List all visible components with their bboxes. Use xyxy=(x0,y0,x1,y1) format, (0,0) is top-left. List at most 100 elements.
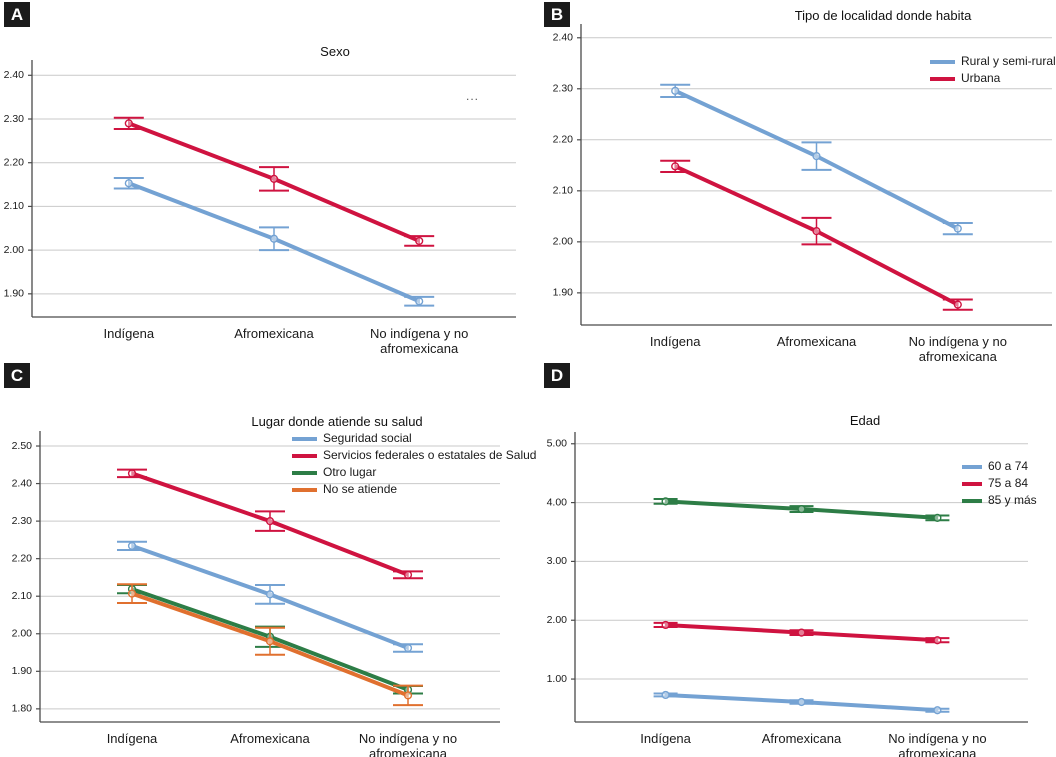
panel-c-badge: C xyxy=(4,363,30,388)
y-tick-label: 2.20 xyxy=(4,156,25,168)
series xyxy=(113,116,435,247)
data-point-marker xyxy=(127,589,137,598)
x-category-label: Indígena xyxy=(640,731,691,746)
legend-item: Rural y semi-rural xyxy=(930,54,1056,68)
data-point-marker xyxy=(671,86,680,95)
data-point-marker xyxy=(265,590,275,599)
series-60-a-74 xyxy=(653,690,950,715)
legend-label: No se atiende xyxy=(323,482,397,496)
data-point-marker xyxy=(415,297,424,306)
data-point-marker xyxy=(953,224,962,233)
series-line xyxy=(131,471,409,577)
data-point-marker xyxy=(933,513,942,522)
legend-label: 75 a 84 xyxy=(988,476,1028,490)
data-point-marker xyxy=(403,643,413,653)
panel-c-chart: 2.50 2.40 2.30 2.20 2.10 2.00 1.90 1.80 Indígena… xyxy=(12,431,536,757)
data-point-marker xyxy=(269,174,279,183)
data-point-marker xyxy=(124,119,133,128)
y-tick-label: 2.30 xyxy=(4,113,25,125)
y-tick-label: 4.00 xyxy=(547,496,568,508)
legend-item: 85 y más xyxy=(962,493,1037,507)
y-tick-label: 2.00 xyxy=(553,236,574,248)
data-point-marker xyxy=(933,636,942,645)
x-category-label: Afromexicana xyxy=(234,326,314,341)
legend-label: Seguridad social xyxy=(323,431,412,445)
data-point-marker xyxy=(661,497,670,506)
series-no-se-atiende xyxy=(117,583,423,707)
series-line xyxy=(128,121,420,243)
y-tick-label: 5.00 xyxy=(547,438,568,450)
data-point-marker xyxy=(812,227,821,236)
data-point-marker xyxy=(661,690,670,700)
series-line xyxy=(131,591,409,698)
panel-a-badge: A xyxy=(4,2,30,27)
y-tick-label: 2.10 xyxy=(4,200,25,212)
y-tick-label: 1.90 xyxy=(12,665,33,677)
x-category-label: No indígena y no afromexicana xyxy=(370,326,468,356)
y-tick-label: 1.80 xyxy=(12,703,33,715)
panel-b-chart: 2.40 2.30 2.20 2.10 2.00 1.90 Indígena Afromexi… xyxy=(553,24,1056,364)
legend-item: Seguridad social xyxy=(292,431,412,445)
data-point-marker xyxy=(661,620,670,630)
data-point-marker xyxy=(797,504,806,514)
y-tick-label: 2.00 xyxy=(12,628,33,640)
legend-label: Otro lugar xyxy=(323,465,376,479)
y-tick-label: 2.20 xyxy=(553,134,574,146)
y-tick-label: 3.00 xyxy=(547,555,568,567)
x-category-label: No indígena y no afromexicana xyxy=(909,334,1007,364)
series-seguridad-social xyxy=(117,540,423,653)
panel-a-truncated-legend-note: ... xyxy=(466,89,480,103)
panel-a-title: Sexo xyxy=(320,44,350,59)
data-point-marker xyxy=(403,691,413,700)
legend-label: 60 a 74 xyxy=(988,459,1028,473)
x-category-label: Indígena xyxy=(650,334,701,349)
legend-label: 85 y más xyxy=(988,493,1037,507)
legend-item: 60 a 74 xyxy=(962,459,1028,473)
data-point-marker xyxy=(124,179,133,188)
panel-a-chart: 2.40 2.30 2.20 2.10 2.00 1.90 Indígena Afromexi… xyxy=(4,60,516,356)
series-line xyxy=(665,622,938,643)
panel-d-title: Edad xyxy=(849,413,881,428)
x-category-label: Indígena xyxy=(103,326,154,341)
series-line xyxy=(131,544,409,650)
series-line xyxy=(674,89,959,231)
y-tick-label: 2.40 xyxy=(12,477,33,489)
data-point-marker xyxy=(403,570,413,579)
legend: 60 a 74 75 a 84 85 y más xyxy=(962,459,1037,507)
legend-label: Rural y semi-rural xyxy=(961,54,1056,68)
x-category-label: No indígena y no afromexicana xyxy=(888,731,986,757)
data-point-marker xyxy=(127,469,137,478)
data-point-marker xyxy=(671,162,680,171)
data-point-marker xyxy=(265,517,275,526)
legend-label: Servicios federales o estatales de Salud xyxy=(323,448,536,462)
series-line xyxy=(665,499,938,520)
x-category-label: Afromexicana xyxy=(762,731,842,746)
legend-item: 75 a 84 xyxy=(962,476,1028,490)
series-servicios-federales-o-estatales-de-salud xyxy=(117,468,423,580)
y-tick-label: 2.10 xyxy=(553,185,574,197)
y-tick-label: 1.00 xyxy=(547,673,568,685)
panel-b-title: Tipo de localidad donde habita xyxy=(794,8,972,23)
legend-item: No se atiende xyxy=(292,482,397,496)
series-rural-y-semi-rural xyxy=(660,83,973,236)
panel-c-title: Lugar donde atiende su salud xyxy=(251,414,423,429)
data-point-marker xyxy=(797,697,806,707)
y-tick-label: 2.20 xyxy=(12,552,33,564)
x-category-label: Afromexicana xyxy=(777,334,857,349)
data-point-marker xyxy=(953,300,962,309)
series-75-a-84 xyxy=(653,620,950,645)
y-tick-label: 1.90 xyxy=(553,287,574,299)
data-point-marker xyxy=(933,706,942,715)
panel-b-badge: B xyxy=(544,2,570,27)
y-tick-label: 2.40 xyxy=(4,69,25,81)
data-point-marker xyxy=(269,234,279,243)
series-urbana xyxy=(660,159,973,311)
legend-label: Urbana xyxy=(961,71,1001,85)
x-category-label: No indígena y no afromexicana xyxy=(359,731,457,757)
y-tick-label: 2.40 xyxy=(553,32,574,44)
legend-item: Servicios federales o estatales de Salud xyxy=(292,448,536,462)
series xyxy=(113,177,435,307)
y-tick-label: 2.00 xyxy=(547,614,568,626)
